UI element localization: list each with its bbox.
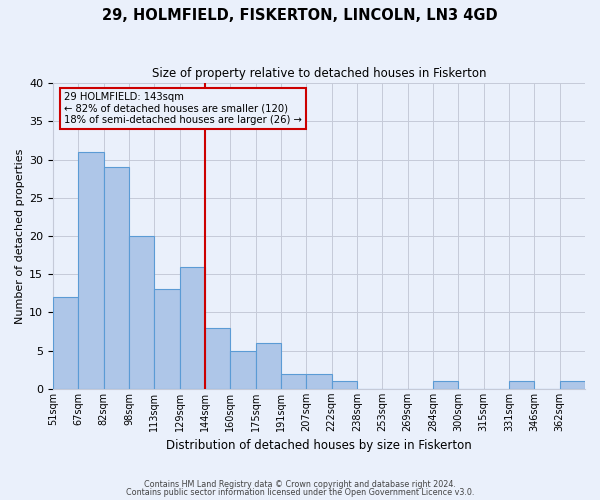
Bar <box>332 381 357 389</box>
Bar <box>53 297 79 389</box>
Text: 29 HOLMFIELD: 143sqm
← 82% of detached houses are smaller (120)
18% of semi-deta: 29 HOLMFIELD: 143sqm ← 82% of detached h… <box>64 92 302 126</box>
Y-axis label: Number of detached properties: Number of detached properties <box>15 148 25 324</box>
Bar <box>281 374 307 389</box>
Bar <box>79 152 104 389</box>
Text: Contains public sector information licensed under the Open Government Licence v3: Contains public sector information licen… <box>126 488 474 497</box>
Text: 29, HOLMFIELD, FISKERTON, LINCOLN, LN3 4GD: 29, HOLMFIELD, FISKERTON, LINCOLN, LN3 4… <box>102 8 498 22</box>
Text: Contains HM Land Registry data © Crown copyright and database right 2024.: Contains HM Land Registry data © Crown c… <box>144 480 456 489</box>
Bar <box>307 374 332 389</box>
X-axis label: Distribution of detached houses by size in Fiskerton: Distribution of detached houses by size … <box>166 440 472 452</box>
Bar <box>230 350 256 389</box>
Bar <box>433 381 458 389</box>
Bar <box>179 266 205 389</box>
Bar <box>104 167 129 389</box>
Bar <box>154 290 179 389</box>
Title: Size of property relative to detached houses in Fiskerton: Size of property relative to detached ho… <box>152 68 486 80</box>
Bar <box>205 328 230 389</box>
Bar <box>560 381 585 389</box>
Bar <box>256 343 281 389</box>
Bar <box>509 381 535 389</box>
Bar <box>129 236 154 389</box>
